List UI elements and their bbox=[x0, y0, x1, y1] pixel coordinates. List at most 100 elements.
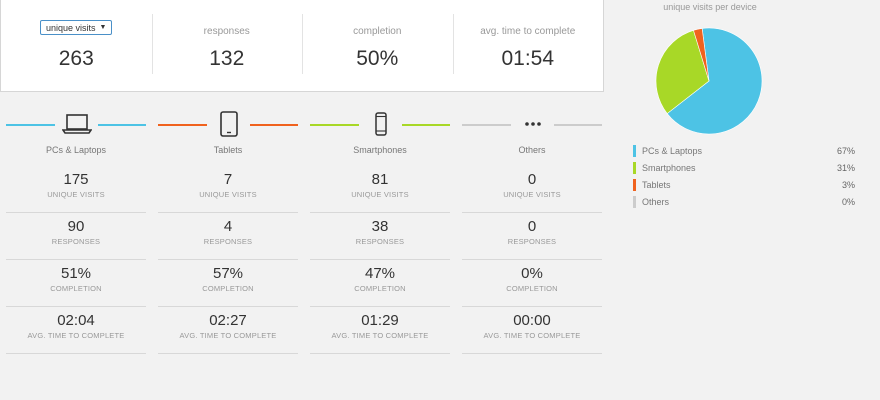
stat-value: 01:29 bbox=[361, 312, 399, 329]
stat-label: UNIQUE VISITS bbox=[199, 190, 257, 199]
stat-value: 90 bbox=[67, 218, 85, 235]
device-color-line bbox=[98, 124, 146, 126]
device-color-line bbox=[402, 124, 450, 126]
stat-unique-visits: 0 UNIQUE VISITS bbox=[462, 168, 602, 213]
summary-value: 01:54 bbox=[501, 47, 555, 70]
summary-value: 263 bbox=[58, 46, 94, 70]
device-column-tablets: Tablets 7 UNIQUE VISITS 4 RESPONSES 57% COM… bbox=[152, 104, 304, 394]
summary-value: 132 bbox=[209, 47, 245, 70]
laptop-icon bbox=[55, 108, 98, 140]
stat-completion: 0% COMPLETION bbox=[462, 260, 602, 307]
legend-item: Smartphones 31% bbox=[633, 161, 855, 178]
stat-label: RESPONSES bbox=[355, 237, 405, 246]
summary-label: responses bbox=[203, 26, 250, 37]
summary-avg-time: avg. time to complete 01:54 bbox=[452, 0, 604, 91]
stat-label: AVG. TIME TO COMPLETE bbox=[179, 331, 277, 340]
legend-swatch bbox=[633, 162, 636, 174]
tablet-icon bbox=[207, 108, 250, 140]
stat-avg-time: 01:29 AVG. TIME TO COMPLETE bbox=[310, 307, 450, 354]
stat-label: UNIQUE VISITS bbox=[351, 190, 409, 199]
stat-value: 00:00 bbox=[513, 312, 551, 329]
stat-label: AVG. TIME TO COMPLETE bbox=[331, 331, 429, 340]
stat-value: 02:04 bbox=[57, 312, 95, 329]
stat-label: RESPONSES bbox=[507, 237, 557, 246]
device-name: Others bbox=[518, 145, 546, 155]
pie-legend: PCs & Laptops 67% Smartphones 31% Tablet… bbox=[633, 144, 855, 212]
stat-responses: 90 RESPONSES bbox=[6, 213, 146, 260]
pie-title: unique visits per device bbox=[663, 2, 757, 12]
stat-label: COMPLETION bbox=[506, 284, 558, 293]
stat-responses: 4 RESPONSES bbox=[158, 213, 298, 260]
stat-label: AVG. TIME TO COMPLETE bbox=[483, 331, 581, 340]
stat-value: 38 bbox=[371, 218, 389, 235]
device-color-line bbox=[158, 124, 207, 126]
stat-value: 02:27 bbox=[209, 312, 247, 329]
stat-responses: 0 RESPONSES bbox=[462, 213, 602, 260]
legend-item: Others 0% bbox=[633, 195, 855, 212]
summary-responses: responses 132 bbox=[151, 0, 303, 91]
metric-select[interactable]: unique visits ▼ bbox=[40, 20, 113, 35]
stat-responses: 38 RESPONSES bbox=[310, 213, 450, 260]
stat-unique-visits: 81 UNIQUE VISITS bbox=[310, 168, 450, 213]
device-header bbox=[456, 104, 608, 144]
stat-completion: 57% COMPLETION bbox=[158, 260, 298, 307]
device-color-line bbox=[6, 124, 55, 126]
stat-value: 57% bbox=[212, 265, 244, 282]
legend-swatch bbox=[633, 179, 636, 191]
stat-label: UNIQUE VISITS bbox=[47, 190, 105, 199]
device-color-line bbox=[250, 124, 298, 126]
device-column-pcs: PCs & Laptops 175 UNIQUE VISITS 90 RESPONS… bbox=[0, 104, 152, 394]
summary-panel: unique visits ▼ 263 responses 132 comple… bbox=[0, 0, 604, 92]
stat-value: 51% bbox=[60, 265, 92, 282]
stat-avg-time: 02:27 AVG. TIME TO COMPLETE bbox=[158, 307, 298, 354]
metric-select-label: unique visits bbox=[46, 22, 96, 33]
stat-unique-visits: 7 UNIQUE VISITS bbox=[158, 168, 298, 213]
device-color-line bbox=[310, 124, 359, 126]
pie-slice-smartphones bbox=[655, 29, 710, 114]
stat-avg-time: 00:00 AVG. TIME TO COMPLETE bbox=[462, 307, 602, 354]
stat-completion: 47% COMPLETION bbox=[310, 260, 450, 307]
legend-item: PCs & Laptops 67% bbox=[633, 144, 855, 161]
stat-label: COMPLETION bbox=[354, 284, 406, 293]
pie-slice-tablets bbox=[693, 28, 710, 82]
stat-label: RESPONSES bbox=[203, 237, 253, 246]
caret-down-icon: ▼ bbox=[99, 24, 107, 31]
device-breakdown: PCs & Laptops 175 UNIQUE VISITS 90 RESPONS… bbox=[0, 104, 608, 394]
legend-swatch bbox=[633, 196, 636, 208]
stat-value: 175 bbox=[63, 171, 89, 188]
legend-percent: 0% bbox=[841, 197, 855, 207]
stat-value: 81 bbox=[371, 171, 389, 188]
legend-percent: 31% bbox=[836, 163, 855, 173]
stat-label: AVG. TIME TO COMPLETE bbox=[27, 331, 125, 340]
summary-value: 50% bbox=[356, 47, 399, 70]
device-column-others: Others 0 UNIQUE VISITS 0 RESPONSES 0% COMPL… bbox=[456, 104, 608, 394]
stat-unique-visits: 175 UNIQUE VISITS bbox=[6, 168, 146, 213]
stat-value: 0 bbox=[527, 171, 537, 188]
summary-unique-visits: unique visits ▼ 263 bbox=[1, 0, 152, 91]
stat-label: RESPONSES bbox=[51, 237, 101, 246]
stat-value: 47% bbox=[364, 265, 396, 282]
device-column-smartphones: Smartphones 81 UNIQUE VISITS 38 RESPONSES … bbox=[304, 104, 456, 394]
ellipsis-icon bbox=[511, 108, 554, 140]
stat-completion: 51% COMPLETION bbox=[6, 260, 146, 307]
device-name: PCs & Laptops bbox=[45, 145, 107, 155]
summary-completion: completion 50% bbox=[302, 0, 453, 91]
legend-percent: 67% bbox=[836, 146, 855, 156]
device-name: Smartphones bbox=[353, 145, 407, 155]
legend-label: Smartphones bbox=[642, 163, 696, 173]
stat-avg-time: 02:04 AVG. TIME TO COMPLETE bbox=[6, 307, 146, 354]
legend-label: PCs & Laptops bbox=[642, 146, 703, 156]
summary-label: completion bbox=[353, 26, 402, 37]
legend-label: Others bbox=[642, 197, 670, 207]
smartphone-icon bbox=[359, 108, 402, 140]
stat-value: 0 bbox=[527, 218, 537, 235]
stat-label: UNIQUE VISITS bbox=[503, 190, 561, 199]
pie-slice-pcs-laptops bbox=[666, 27, 763, 135]
device-header bbox=[0, 104, 152, 144]
device-header bbox=[152, 104, 304, 144]
device-color-line bbox=[462, 124, 511, 126]
stat-label: COMPLETION bbox=[202, 284, 254, 293]
stat-label: COMPLETION bbox=[50, 284, 102, 293]
legend-percent: 3% bbox=[841, 180, 855, 190]
stat-value: 0% bbox=[521, 265, 543, 282]
